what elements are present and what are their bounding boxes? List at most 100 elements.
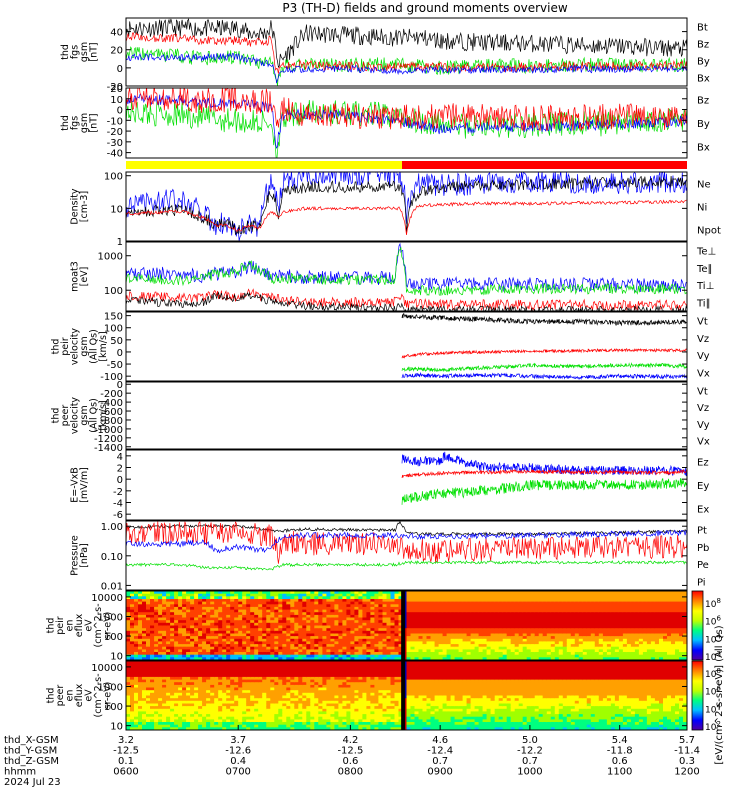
y-axis-label: thd — [60, 44, 71, 60]
x-date: 2024 Jul 23 — [4, 777, 61, 788]
legend-By: By — [697, 57, 710, 68]
series-peir_velocity-Vy — [401, 362, 687, 373]
legend-Vt: Vt — [697, 386, 708, 397]
y-tick-label: -1200 — [94, 434, 123, 445]
series-fgs_gsm-By — [126, 46, 687, 86]
y-axis-label: peir — [60, 337, 71, 356]
y-axis-label: [nT] — [88, 113, 99, 132]
series-pressure-Pb — [126, 521, 687, 564]
x-tick-label: -12.6 — [225, 746, 251, 757]
heatmap-peir_en_eflux — [126, 591, 687, 660]
y-tick-label: 50 — [110, 336, 123, 347]
frame-fgs_gsm_components — [125, 87, 688, 159]
x-tick-label: -11.8 — [607, 746, 633, 757]
y-tick-label: 40 — [110, 28, 123, 39]
series-fgs_gsm-Bt — [126, 18, 687, 68]
series-group-density — [126, 172, 687, 241]
y-tick-label: 0 — [117, 475, 123, 486]
y-axis-label: velocity — [69, 328, 80, 366]
panel-peer_velocity: 0-200-400-600-800-1000-1200-1400 thdpeerv… — [50, 380, 710, 454]
y-tick-label: 10 — [110, 95, 123, 106]
frame-fgs_gsm — [125, 17, 688, 87]
y-axis-label: gsm — [79, 405, 90, 425]
y-axis-label: Density — [69, 188, 80, 224]
series-temperature-Ti∥ — [126, 246, 687, 296]
frame-density — [125, 171, 688, 242]
y-tick-label: 10 — [110, 722, 123, 733]
y-tick-label: 1000 — [98, 682, 123, 693]
y-tick-label: -40 — [107, 149, 123, 160]
y-tick-label: 100 — [104, 632, 123, 643]
series-efield-Ey — [401, 478, 687, 505]
x-tick-label: 0900 — [427, 767, 452, 778]
legend-Bx: Bx — [697, 142, 710, 153]
legend-Vz: Vz — [697, 403, 709, 414]
y-tick-label: -600 — [100, 407, 123, 418]
y-axis-label: (All Qs) — [88, 329, 99, 364]
y-axis-label: gsm — [79, 336, 90, 356]
y-tick-label: 0 — [117, 380, 123, 391]
series-group-efield — [401, 451, 687, 505]
heatmap-gap-peer_en_eflux — [401, 661, 406, 730]
series-group-pressure — [126, 521, 687, 571]
y-tick-label: 4 — [117, 452, 123, 463]
series-group-fgs_gsm_components — [126, 88, 687, 158]
colorbar-tick: 104 — [705, 702, 721, 715]
y-tick-label: -100 — [100, 372, 123, 383]
series-peir_velocity-Vt — [401, 313, 687, 327]
series-temperature-Ti⊥ — [126, 242, 687, 293]
figure-title: P3 (TH-D) fields and ground moments over… — [282, 1, 567, 15]
y-axis-label: (cm^2-s- — [93, 674, 104, 718]
series-temperature-Te⊥ — [126, 288, 687, 311]
y-tick-label: 1 — [117, 237, 123, 248]
legend-Pe: Pe — [697, 560, 709, 571]
y-axis-label: thd — [50, 408, 61, 424]
legend-Vy: Vy — [697, 420, 710, 431]
y-axis-label: eV — [84, 689, 95, 702]
y-tick-label: 0 — [117, 64, 123, 75]
y-tick-label: 1.00 — [101, 522, 123, 533]
x-tick-label: 0.7 — [522, 756, 538, 767]
x-tick-label: 0.1 — [118, 756, 134, 767]
y-tick-label: 2 — [117, 464, 123, 475]
y-tick-label: 10000 — [91, 593, 123, 604]
y-tick-label: 100 — [104, 702, 123, 713]
mode-segment-1 — [402, 161, 687, 169]
series-pressure-Pi — [126, 529, 687, 554]
series-efield-Ez — [401, 468, 687, 479]
x-tick-label: 3.2 — [118, 735, 134, 746]
x-tick-label: -12.4 — [427, 746, 453, 757]
legend-Npot: Npot — [697, 226, 721, 237]
y-tick-label: -50 — [107, 360, 123, 371]
legend-Ti∥: Ti∥ — [696, 298, 711, 309]
y-axis-label: Pressure — [69, 535, 80, 576]
x-tick-label: 4.2 — [342, 735, 358, 746]
series-pressure-Pe — [126, 560, 687, 571]
x-row-label: thd_Y-GSM — [4, 746, 57, 757]
y-tick-label: -400 — [100, 398, 123, 409]
legend-Vx: Vx — [697, 368, 710, 379]
frame-peir_en_eflux — [125, 590, 688, 661]
panel-efield: 420-2-4-6 E=-VxB[mV/m] Ez Ey Ex — [69, 449, 709, 521]
legend-Pi: Pi — [697, 577, 706, 588]
frame-pressure — [125, 520, 688, 591]
x-tick-label: 4.6 — [432, 735, 448, 746]
y-tick-label: 100 — [104, 286, 123, 297]
x-row-label: hhmm — [4, 767, 36, 778]
legend-Te∥: Te∥ — [696, 264, 713, 275]
legend-Te⊥: Te⊥ — [696, 247, 716, 258]
y-axis-label: thd — [46, 688, 57, 704]
x-row-label: thd_Z-GSM — [4, 756, 59, 767]
legend-Bx: Bx — [697, 74, 710, 85]
y-tick-label: 10 — [110, 204, 123, 215]
y-tick-label: 20 — [110, 46, 123, 57]
y-axis-label: eV — [84, 619, 95, 632]
y-axis-label: en — [65, 690, 76, 702]
y-axis-label: fgs — [69, 116, 80, 130]
series-group-peir_velocity — [401, 313, 687, 380]
x-tick-label: 5.7 — [679, 735, 695, 746]
panels: 40200-20thdfgsgsm[nT]BtBzByBx20100-10-20… — [46, 17, 721, 733]
